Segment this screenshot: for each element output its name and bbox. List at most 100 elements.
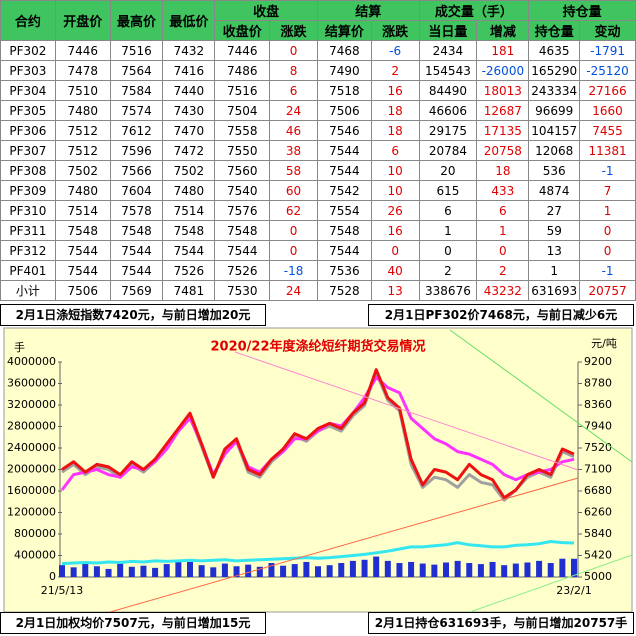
cell: PF401: [0, 260, 56, 281]
y2-tick-label: 5840: [584, 527, 612, 540]
bar: [512, 563, 519, 577]
bar: [384, 560, 391, 577]
row: PF309 7480 7604 7480 7540 60 7542 10 615 433 4874 7: [0, 180, 636, 201]
bar: [419, 563, 426, 577]
bar: [501, 565, 508, 577]
row: PF305 7480 7574 7430 7504 24 7506 18 46606 12687 9…: [0, 100, 636, 121]
bar: [524, 562, 531, 577]
cell: 27166: [579, 80, 636, 101]
cell: 7569: [109, 280, 164, 301]
bar: [140, 565, 147, 577]
cell: 338676: [418, 280, 478, 301]
cell: 43232: [476, 280, 530, 301]
x-tick-label: 23/2/1: [556, 584, 591, 597]
cell: 7514: [162, 200, 216, 221]
cell: 最低价: [162, 0, 216, 41]
cell: 7512: [54, 120, 111, 141]
bar: [128, 566, 135, 577]
bar: [547, 563, 554, 577]
bar: [443, 562, 449, 577]
cell: 104157: [528, 120, 581, 141]
bar: [349, 560, 356, 577]
cell: 7470: [162, 120, 216, 141]
bar: [198, 565, 205, 577]
y2-tick-label: 7940: [584, 420, 612, 433]
cell: 96699: [528, 100, 581, 121]
cell: 合约: [0, 0, 56, 41]
trend-line: [109, 477, 579, 613]
cell: 7560: [214, 160, 271, 181]
y2-tick-label: 5420: [584, 549, 612, 562]
cell: 7480: [54, 100, 111, 121]
line-series: [61, 540, 575, 566]
cell: 154543: [418, 60, 478, 81]
cell: 7504: [214, 100, 271, 121]
cell: PF309: [0, 180, 56, 201]
cell: 433: [476, 180, 530, 201]
bar: [373, 556, 380, 577]
bar: [256, 566, 263, 577]
bar: [291, 564, 298, 577]
bar: [466, 563, 473, 577]
cell: 7546: [316, 120, 372, 141]
cell: 7506: [54, 280, 111, 301]
row: PF304 7510 7584 7440 7516 6 7518 16 84490 18013 24…: [0, 80, 636, 101]
x-tick-label: 21/5/13: [41, 584, 83, 597]
y2-tick-label: 7520: [584, 441, 612, 454]
row: PF310 7514 7578 7514 7576 62 7554 26 6 6 27 1: [0, 200, 636, 221]
cell: PF302: [0, 40, 56, 61]
cell: 7481: [162, 280, 216, 301]
bar: [489, 561, 496, 577]
bar: [70, 567, 77, 577]
cell: PF307: [0, 140, 56, 161]
cell: 7544: [316, 160, 372, 181]
cell: 持仓量: [528, 20, 581, 41]
row: PF306 7512 7612 7470 7558 46 7546 18 29175 17135 1…: [0, 120, 636, 141]
cell: 7514: [54, 200, 111, 221]
cell: PF304: [0, 80, 56, 101]
y2-tick-label: 7100: [584, 463, 612, 476]
cell: 7528: [316, 280, 372, 301]
bar: [163, 564, 170, 577]
bar: [82, 563, 89, 577]
bar: [571, 558, 577, 577]
cell: 小计: [0, 280, 56, 301]
trend-line: [449, 329, 633, 463]
bar: [175, 560, 182, 577]
cell: 10: [370, 180, 420, 201]
row: 合约 开盘价 最高价 最低价 收盘 结算 成交量（手） 持仓量: [0, 0, 636, 41]
row: PF302 7446 7516 7432 7446 0 7468 -6 2434 181 4635-…: [0, 40, 636, 61]
bar: [454, 560, 461, 577]
y-tick-label: 0: [49, 570, 56, 583]
note: 2月1日涤短指数7420元，与前日增加20元: [0, 304, 266, 326]
cell: 59: [528, 220, 581, 241]
cell: 7548: [214, 220, 271, 241]
cell: 当日量: [418, 20, 478, 41]
cell: 7544: [54, 260, 111, 281]
cell: PF312: [0, 240, 56, 261]
cell: 13: [370, 280, 420, 301]
note: 2月1日PF302价7468元，与前日减少6元: [368, 304, 634, 326]
bar: [338, 563, 345, 577]
cell: 7510: [54, 80, 111, 101]
bar: [326, 565, 333, 577]
cell: 7574: [109, 100, 164, 121]
cell: 结算价: [316, 20, 372, 41]
cell: 631693: [528, 280, 581, 301]
y2-tick-label: 6680: [584, 484, 612, 497]
y-tick-label: 1200000: [7, 506, 56, 519]
bar: [559, 558, 566, 577]
cell: 7468: [316, 40, 372, 61]
cell: 11381: [579, 140, 636, 161]
bar: [233, 566, 240, 577]
bar: [93, 566, 100, 577]
chart-title: 2020/22年度涤纶短纤期货交易情况: [210, 339, 425, 355]
note: 2月1日持仓631693手，与前日增加20757手: [368, 612, 634, 634]
cell: 7490: [316, 60, 372, 81]
bar: [268, 563, 275, 577]
cell: 20757: [579, 280, 636, 301]
cell: 17135: [476, 120, 530, 141]
futures-table: 合约 开盘价 最高价 最低价 收盘 结算 成交量（手） 持仓量 收盘价 涨跌 结算价 涨跌 当日量 增减持…: [0, 0, 636, 301]
